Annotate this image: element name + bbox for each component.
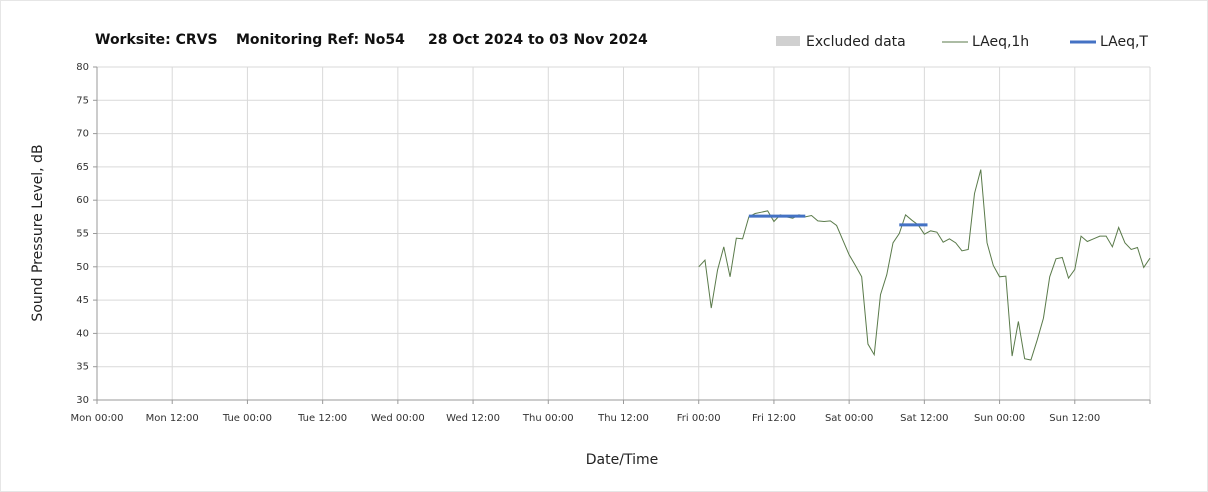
x-axis-label: Date/Time xyxy=(586,452,658,468)
x-tick-label: Mon 12:00 xyxy=(146,413,199,424)
y-axis-label: Sound Pressure Level, dB xyxy=(30,144,46,321)
x-tick-label: Sun 00:00 xyxy=(974,413,1025,424)
legend-label: LAeq,T xyxy=(1100,34,1148,50)
x-tick-label: Wed 00:00 xyxy=(371,413,425,424)
x-tick-label: Tue 00:00 xyxy=(222,413,272,424)
y-tick-label: 55 xyxy=(76,229,89,240)
x-tick-label: Sat 00:00 xyxy=(825,413,873,424)
series-line xyxy=(748,214,928,227)
y-tick-label: 75 xyxy=(76,95,89,106)
legend-label: LAeq,1h xyxy=(972,34,1029,50)
y-tick-label: 45 xyxy=(76,295,89,306)
legend-label: Excluded data xyxy=(806,34,906,50)
chart-title: Worksite: CRVS xyxy=(95,32,218,48)
series-line xyxy=(698,169,1151,361)
chart-title: 28 Oct 2024 to 03 Nov 2024 xyxy=(428,32,648,48)
x-tick-label: Fri 00:00 xyxy=(677,413,721,424)
x-tick-label: Fri 12:00 xyxy=(752,413,796,424)
x-tick-label: Wed 12:00 xyxy=(446,413,500,424)
y-tick-label: 80 xyxy=(76,62,89,73)
x-tick-label: Sun 12:00 xyxy=(1049,413,1100,424)
y-tick-label: 50 xyxy=(76,262,89,273)
x-tick-label: Tue 12:00 xyxy=(297,413,347,424)
y-tick-label: 30 xyxy=(76,395,89,406)
y-tick-label: 40 xyxy=(76,328,89,339)
y-tick-label: 35 xyxy=(76,362,89,373)
y-tick-label: 60 xyxy=(76,195,89,206)
y-tick-label: 70 xyxy=(76,129,89,140)
x-tick-label: Sat 12:00 xyxy=(900,413,948,424)
legend-swatch xyxy=(776,36,800,46)
chart-title: Monitoring Ref: No54 xyxy=(236,32,405,48)
x-tick-label: Mon 00:00 xyxy=(70,413,123,424)
y-tick-label: 65 xyxy=(76,162,89,173)
x-tick-label: Thu 00:00 xyxy=(522,413,574,424)
x-tick-label: Thu 12:00 xyxy=(597,413,649,424)
